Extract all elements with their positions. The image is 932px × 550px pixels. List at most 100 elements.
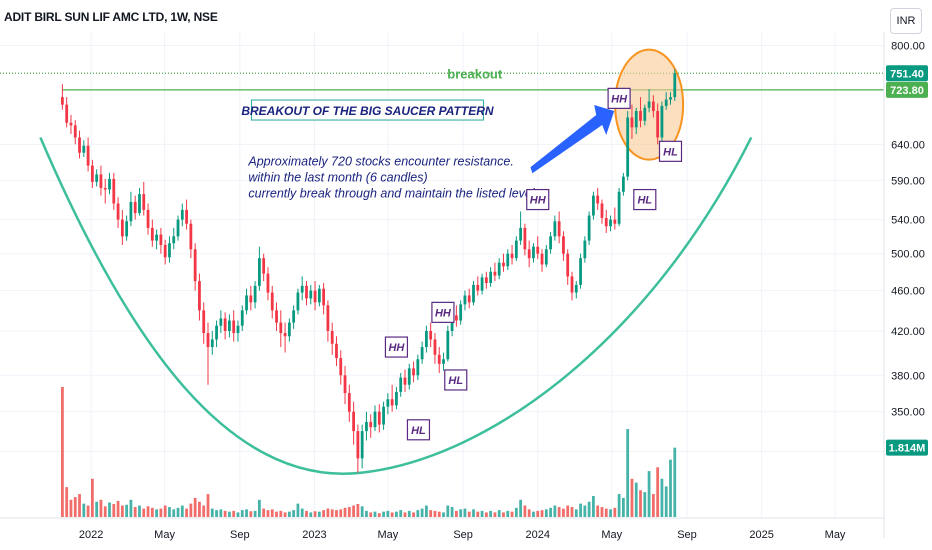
volume-bar <box>189 503 193 517</box>
time-tick-label: 2023 <box>302 529 326 541</box>
time-tick-label: Sep <box>230 529 250 541</box>
volume-bar <box>403 512 407 517</box>
volume-bar <box>519 499 523 517</box>
volume-bar <box>232 510 236 517</box>
candle-body <box>390 399 394 406</box>
price-axis[interactable]: 320.00350.00380.00420.00460.00500.00540.… <box>883 32 928 538</box>
candle-body <box>335 343 338 359</box>
time-tick-label: 2022 <box>79 529 103 541</box>
swing-label: HH <box>530 195 547 207</box>
candle-body <box>206 333 210 348</box>
candle-body <box>395 391 398 406</box>
volume-bar <box>416 510 420 517</box>
candle-body <box>232 320 236 334</box>
volume-bar <box>253 510 257 517</box>
candle-body <box>116 203 120 220</box>
volume-bar <box>287 511 291 517</box>
candle-body <box>270 292 274 311</box>
candle-body <box>669 97 672 100</box>
candle-body <box>592 195 595 216</box>
candle-body <box>61 97 64 105</box>
candle-body <box>142 194 146 210</box>
price-tag-box <box>886 81 928 98</box>
volume-bar <box>669 459 672 517</box>
candle-body <box>129 201 133 222</box>
time-tick-label: May <box>601 529 622 541</box>
candle-body <box>497 262 501 276</box>
volume-bar <box>180 505 184 517</box>
volume-bar <box>570 507 574 517</box>
candle-body <box>656 111 660 138</box>
candle-body <box>125 221 129 237</box>
volume-bar <box>489 510 493 517</box>
volume-bar <box>95 501 99 517</box>
volume-bar <box>356 504 360 517</box>
volume-bar <box>587 501 591 517</box>
volume-bar <box>270 509 274 517</box>
price-tick-label: 640.00 <box>891 139 925 151</box>
candle-body <box>189 223 193 250</box>
candle-body <box>609 219 612 227</box>
volume-bar <box>442 512 445 517</box>
candle-body <box>446 330 450 360</box>
candle-body <box>257 258 261 286</box>
candle-body <box>467 295 471 303</box>
candle-body <box>266 273 270 293</box>
candle-body <box>99 174 103 188</box>
candle-body <box>420 347 424 360</box>
volume-bar <box>99 499 103 517</box>
volume-bar <box>429 510 433 517</box>
volume-bar <box>103 506 107 517</box>
candle-body <box>112 178 116 204</box>
volume-bar <box>317 511 321 517</box>
volume-bar <box>651 494 655 517</box>
candle-body <box>120 219 124 237</box>
swing-label: HH <box>611 93 628 105</box>
candle-body <box>425 330 428 348</box>
volume-bar <box>433 510 437 517</box>
candle-body <box>210 339 214 348</box>
volume-bar <box>155 509 159 517</box>
candle-body <box>365 421 368 432</box>
candle-body <box>215 325 218 340</box>
candle-body <box>356 431 360 459</box>
time-tick-label: Sep <box>453 529 473 541</box>
candle-body <box>65 104 69 123</box>
candle-body <box>386 399 390 407</box>
swing-label-box <box>444 369 468 391</box>
time-tick-label: 2025 <box>749 529 773 541</box>
price-tick-label: 500.00 <box>891 249 925 261</box>
volume-bar <box>223 510 227 517</box>
candle-body <box>621 176 625 192</box>
volume-bar <box>532 511 535 517</box>
candle-body <box>433 339 437 355</box>
candle-body <box>146 209 150 228</box>
candle-body <box>536 246 540 254</box>
volume-bar <box>630 478 634 517</box>
chart-title: ADIT BIRL SUN LIF AMC LTD, 1W, NSE <box>4 10 218 24</box>
swing-label-box <box>431 301 455 323</box>
volume-bar <box>168 507 171 517</box>
volume-bar <box>639 490 642 517</box>
candle-body <box>296 292 300 311</box>
volume-bar <box>450 507 454 517</box>
candle-body <box>172 236 176 244</box>
currency-selector[interactable]: INR <box>890 8 922 34</box>
candle-body <box>90 165 94 182</box>
volume-bar <box>352 505 355 517</box>
note-line: within the last month (6 candles) <box>248 171 427 185</box>
volume-bar <box>206 494 210 517</box>
time-axis[interactable]: 2022 May Sep 2023 May Sep 2024 May Sep 2025 May <box>0 517 884 541</box>
volume-bar <box>459 509 463 517</box>
candle-body <box>403 377 407 385</box>
volume-bar <box>390 512 394 517</box>
volume-bar <box>544 509 548 517</box>
volume-bar <box>583 505 587 517</box>
candle-body <box>292 310 296 323</box>
volume-bar <box>275 511 278 517</box>
pattern-label: BREAKOUT OF THE BIG SAUCER PATTERN <box>241 104 494 118</box>
candle-body <box>86 145 90 166</box>
volume-bar <box>634 482 638 517</box>
candle-body <box>673 73 677 98</box>
